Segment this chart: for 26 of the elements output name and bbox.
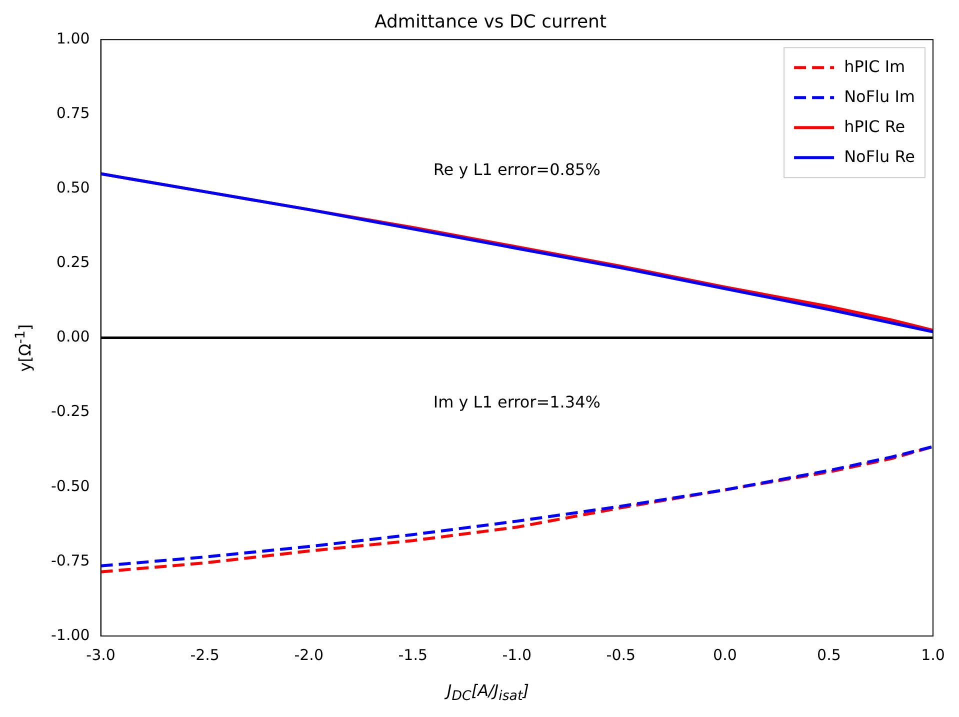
x-tick-label: 1.0: [921, 646, 945, 664]
x-tick-label: -2.5: [190, 646, 220, 664]
annotation: Re y L1 error=0.85%: [433, 160, 600, 179]
x-tick-label: -1.5: [398, 646, 428, 664]
x-tick-label: -2.0: [294, 646, 324, 664]
annotation: Im y L1 error=1.34%: [433, 392, 600, 412]
legend-label: hPIC Im: [844, 56, 906, 76]
y-tick-label: -0.75: [51, 551, 90, 570]
x-tick-label: -1.0: [502, 646, 532, 664]
y-tick-label: 1.00: [56, 29, 90, 48]
x-tick-label: -3.0: [86, 646, 116, 664]
x-tick-label: 0.0: [713, 646, 737, 664]
legend-label: NoFlu Im: [844, 86, 915, 106]
y-tick-label: -0.50: [51, 476, 90, 495]
y-tick-label: -1.00: [51, 626, 90, 644]
x-tick-label: 0.5: [817, 646, 841, 664]
chart-title: Admittance vs DC current: [374, 11, 607, 32]
x-tick-label: -0.5: [606, 646, 636, 664]
y-tick-label: 0.25: [56, 253, 90, 272]
legend-label: hPIC Re: [844, 116, 906, 136]
legend-label: NoFlu Re: [844, 146, 915, 166]
y-tick-label: -0.25: [51, 402, 90, 420]
y-tick-label: 0.50: [56, 178, 90, 197]
y-tick-label: 0.75: [56, 104, 90, 122]
y-tick-label: 0.00: [56, 328, 90, 346]
x-axis-title: J$_{DC}$[A/J$_{isat}$]: [447, 680, 529, 704]
